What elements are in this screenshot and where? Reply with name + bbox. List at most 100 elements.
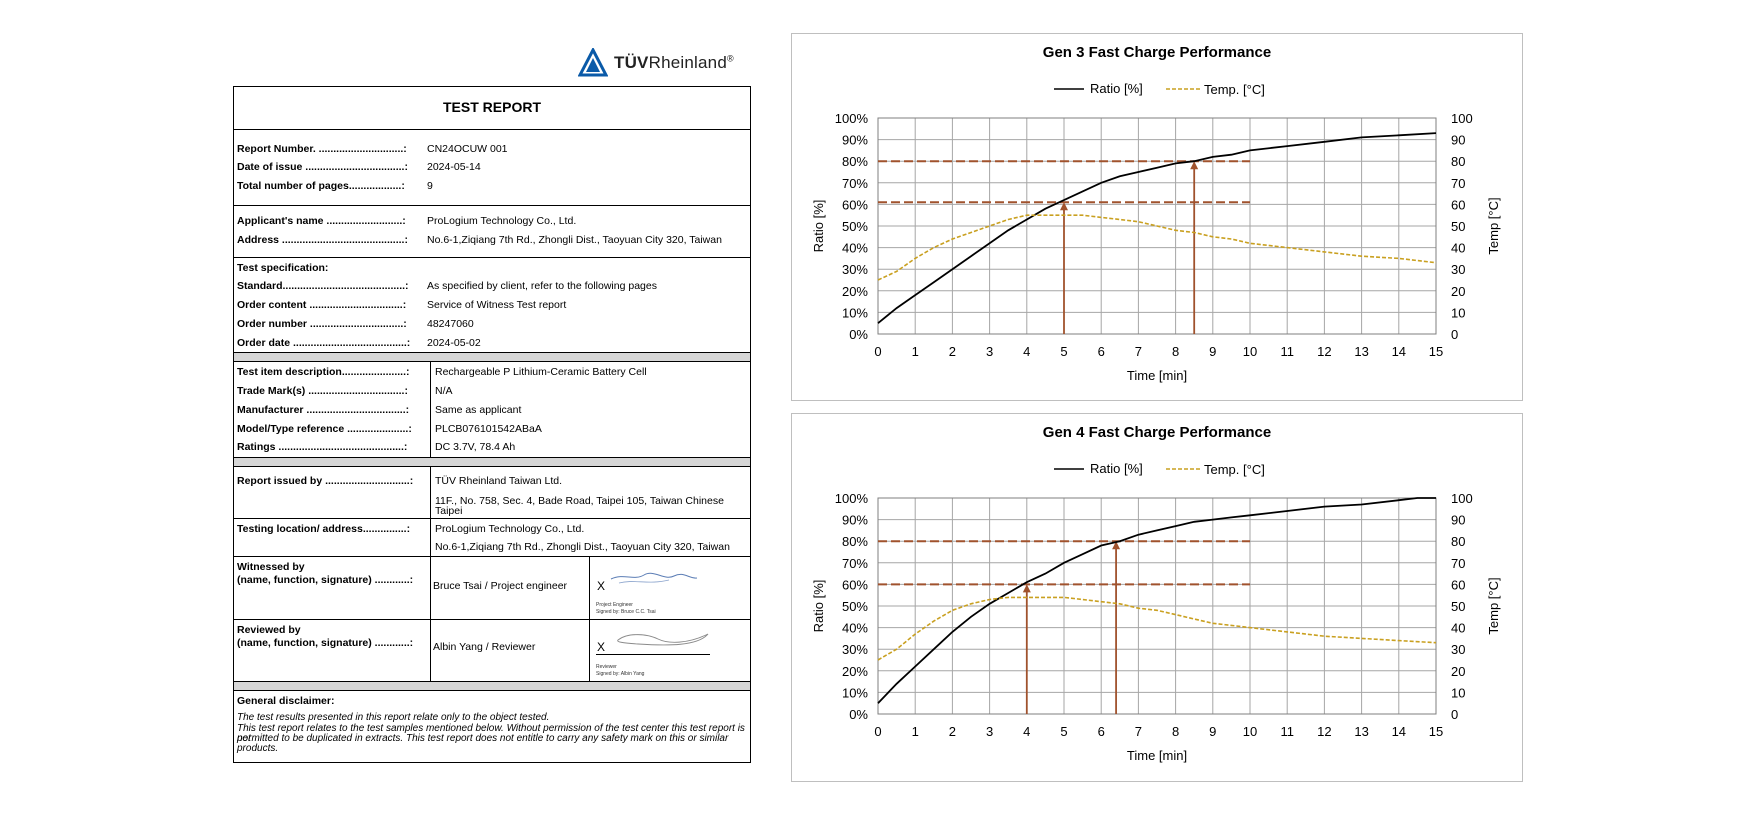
y-tick-label: 20%	[842, 284, 868, 299]
x-tick-label: 6	[1098, 344, 1105, 359]
address-row: Address ................................…	[237, 234, 722, 246]
x-tick-label: 8	[1172, 724, 1179, 739]
x-tick-label: 15	[1429, 724, 1443, 739]
x-tick-label: 11	[1280, 344, 1294, 359]
y-tick-label: 70%	[842, 556, 868, 571]
issued-by-row: Report issued by .......................…	[237, 475, 563, 487]
legend-temp-label: Temp. [°C]	[1204, 82, 1265, 97]
y2-axis-label: Temp [°C]	[1486, 577, 1501, 634]
y-tick-label: 10%	[842, 305, 868, 320]
issued-address-row: 11F., No. 758, Sec. 4, Bade Road, Taipei…	[435, 495, 724, 507]
witness-name: Bruce Tsai / Project engineer	[433, 580, 568, 592]
reviewed-label: Reviewed by	[237, 624, 301, 636]
issue-date-row: Date of issue ..........................…	[237, 161, 481, 173]
report-info-section: Report Number. .........................…	[234, 130, 750, 206]
test-item-section: Test item description...................…	[234, 362, 750, 458]
legend-ratio-label: Ratio [%]	[1090, 461, 1143, 476]
reviewer-signature-icon	[617, 633, 709, 646]
x-tick-label: 15	[1429, 344, 1443, 359]
y2-axis-label: Temp [°C]	[1486, 197, 1501, 254]
temp-series-line	[877, 596, 1437, 661]
trade-mark-row: Trade Mark(s) ..........................…	[237, 385, 453, 397]
order-content-row: Order content ..........................…	[237, 299, 567, 311]
report-title: TEST REPORT	[442, 99, 541, 115]
y-tick-label: 80%	[842, 154, 868, 169]
y-tick-label: 20%	[842, 664, 868, 679]
y-axis-label: Ratio [%]	[811, 200, 826, 253]
x-tick-label: 4	[1023, 344, 1030, 359]
x-tick-label: 14	[1392, 724, 1406, 739]
report-number-row: Report Number. .........................…	[237, 143, 508, 155]
disclaimer-line-4: products.	[237, 743, 279, 754]
y2-tick-label: 80	[1451, 534, 1465, 549]
manufacturer-row: Manufacturer ...........................…	[237, 404, 522, 416]
reviewed-section: Reviewed by (name, function, signature) …	[234, 620, 750, 682]
applicant-row: Applicant's name .......................…	[237, 215, 577, 227]
y-tick-label: 90%	[842, 133, 868, 148]
x-tick-label: 3	[986, 344, 993, 359]
reviewer-name: Albin Yang / Reviewer	[433, 641, 536, 653]
y2-tick-label: 40	[1451, 241, 1465, 256]
y2-tick-label: 40	[1451, 621, 1465, 636]
x-tick-label: 10	[1243, 724, 1257, 739]
ratings-row: Ratings ................................…	[237, 441, 516, 453]
y2-tick-label: 0	[1451, 327, 1458, 342]
brand-name: TÜVRheinland®	[614, 53, 734, 72]
reference-arrowhead	[1112, 541, 1121, 550]
y2-tick-label: 60	[1451, 577, 1465, 592]
x-tick-label: 6	[1098, 724, 1105, 739]
model-row: Model/Type reference ...................…	[237, 423, 542, 435]
reference-arrowhead	[1060, 202, 1068, 211]
order-number-row: Order number ...........................…	[237, 318, 474, 330]
y2-tick-label: 70	[1451, 176, 1465, 191]
x-tick-label: 13	[1354, 724, 1368, 739]
testing-location-row: Testing location/ address...............…	[237, 523, 585, 535]
x-axis-label: Time [min]	[1127, 368, 1187, 383]
witnessed-label-2: (name, function, signature) ............…	[237, 574, 414, 586]
y2-tick-label: 50	[1451, 219, 1465, 234]
gen3-chart: Gen 3 Fast Charge Performance Ratio [%] Te…	[791, 33, 1523, 401]
chart-svg: Gen 4 Fast Charge Performance Ratio [%] Te…	[811, 424, 1501, 763]
x-tick-label: 1	[912, 724, 919, 739]
ratio-series-line	[877, 497, 1436, 704]
tuv-logo: TÜVRheinland®	[578, 45, 738, 81]
legend-ratio-label: Ratio [%]	[1090, 81, 1143, 96]
y2-tick-label: 10	[1451, 685, 1465, 700]
test-spec-section: Test specification: Standard............…	[234, 258, 750, 353]
test-report: TEST REPORT Report Number. .............…	[233, 86, 751, 763]
y-tick-label: 70%	[842, 176, 868, 191]
y2-tick-label: 100	[1451, 111, 1473, 126]
disclaimer-header: General disclaimer:	[237, 695, 335, 707]
y2-tick-label: 30	[1451, 262, 1465, 277]
x-tick-label: 11	[1280, 724, 1294, 739]
issued-by-section: Report issued by .......................…	[234, 467, 750, 519]
section-gap	[234, 353, 750, 362]
y2-tick-label: 80	[1451, 154, 1465, 169]
disclaimer-line-1: The test results presented in this repor…	[237, 712, 550, 723]
x-tick-label: 2	[949, 344, 956, 359]
y2-tick-label: 100	[1451, 491, 1473, 506]
chart-title: Gen 3 Fast Charge Performance	[1043, 44, 1271, 61]
y-tick-label: 60%	[842, 577, 868, 592]
y-tick-label: 30%	[842, 262, 868, 277]
y-tick-label: 100%	[835, 491, 869, 506]
legend: Ratio [%] Temp. [°C]	[1054, 81, 1265, 97]
y-tick-label: 0%	[849, 327, 868, 342]
witness-signature-icon	[610, 572, 698, 584]
order-date-row: Order date .............................…	[237, 337, 481, 349]
triangle-logo-icon	[578, 48, 608, 77]
item-description-row: Test item description...................…	[237, 366, 647, 378]
plot-border	[877, 497, 1437, 715]
reviewed-label-2: (name, function, signature) ............…	[237, 637, 414, 649]
witnessed-section: Witnessed by (name, function, signature)…	[234, 557, 750, 620]
y2-tick-label: 90	[1451, 133, 1465, 148]
ratio-series-line	[877, 132, 1437, 324]
x-tick-label: 5	[1060, 724, 1067, 739]
y2-tick-label: 60	[1451, 197, 1465, 212]
y2-tick-label: 30	[1451, 642, 1465, 657]
y-tick-label: 80%	[842, 534, 868, 549]
y-tick-label: 60%	[842, 197, 868, 212]
legend: Ratio [%] Temp. [°C]	[1054, 461, 1265, 477]
testing-address-row: No.6-1,Ziqiang 7th Rd., Zhongli Dist., T…	[435, 541, 730, 553]
x-tick-label: 12	[1317, 344, 1331, 359]
